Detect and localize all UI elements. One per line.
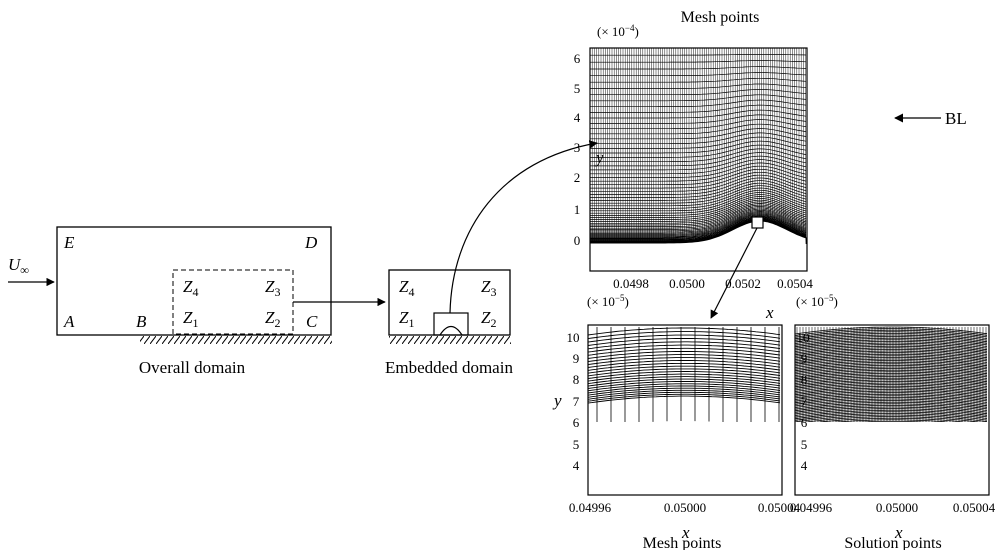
top-y-tick-4: 4 [574,110,581,125]
embedded-zone-label-z3: Z3 [481,277,496,299]
br-y-tick-8: 8 [801,372,808,387]
bl-y-tick-7: 7 [573,394,580,409]
top-x-tick-0.0500: 0.0500 [669,276,705,291]
point-label-b: B [136,312,147,331]
top-y-tick-6: 6 [574,51,581,66]
zone-label-z2: Z2 [265,308,280,330]
br-y-tick-7: 7 [801,394,808,409]
top-x-tick-0.0498: 0.0498 [613,276,649,291]
br-y-tick-4: 4 [801,458,808,473]
embedded-zone-label-z2: Z2 [481,308,496,330]
zone-label-z1: Z1 [183,308,198,330]
br-y-tick-9: 9 [801,351,808,366]
br-x-axis-label: x [894,523,903,542]
overall-domain-ground-hatch [140,336,332,344]
overall-domain: U∞ E D A B C Z4 Z3 Z1 Z2 Overall domain [8,226,332,377]
embedded-domain: Z4 Z3 Z1 Z2 Embedded domain [385,269,513,377]
top-y-tick-0: 0 [574,233,581,248]
br-y-tick-6: 6 [801,415,808,430]
bl-plot-title: Mesh points [643,535,722,550]
top-y-tick-2: 2 [574,170,581,185]
top-plot-title: Mesh points [681,9,760,26]
corner-label-d: D [304,233,318,252]
br-plot-title: Solution points [844,535,941,550]
bottom-left-mesh-plot: (× 10−5) 10 9 8 7 6 5 4 y 0.04996 0.0500… [552,293,801,550]
zone-label-z3: Z3 [265,277,280,299]
br-x-tick-0.04996: 0.04996 [790,500,833,515]
freestream-label: U∞ [8,255,29,277]
bl-y-tick-5: 5 [573,437,580,452]
bl-y-tick-8: 8 [573,372,580,387]
br-plot-scale: (× 10−5) [796,293,838,309]
bl-x-tick-0.05004: 0.05004 [758,500,801,515]
embedded-to-zoom-arrow [449,140,598,314]
br-plot-frame [794,324,990,496]
embedded-zone-label-z1: Z1 [399,308,414,330]
bl-plot-scale: (× 10−5) [587,293,629,309]
top-y-axis-label: y [594,148,604,167]
corner-label-e: E [63,233,75,252]
br-x-tick-0.05000: 0.05000 [876,500,918,515]
bl-y-axis-label: y [552,391,562,410]
top-mesh-grid [590,48,807,244]
embedded-domain-caption: Embedded domain [385,358,513,377]
top-mesh-plot: Mesh points (× 10−4) 6 5 4 3 2 1 0 y 0.0… [574,9,967,322]
top-plot-zoom-box [751,216,764,229]
top-y-tick-1: 1 [574,202,581,217]
bump-window [433,312,469,336]
zone-label-z4: Z4 [183,277,198,299]
embedded-domain-ground-hatch [389,336,511,344]
bl-y-tick-4: 4 [573,458,580,473]
top-x-axis-label: x [765,303,774,322]
bump-shape [439,325,463,336]
top-plot-frame [589,47,808,272]
bottom-right-solution-grid [795,326,988,422]
br-y-tick-5: 5 [801,437,808,452]
top-y-tick-5: 5 [574,81,581,96]
bottom-right-solution-plot: (× 10−5) 10 9 8 7 6 5 4 0.04996 0.05000 … [790,293,996,550]
bl-y-tick-10: 10 [567,330,580,345]
corner-label-a: A [63,312,75,331]
bl-x-axis-label: x [681,523,690,542]
overall-domain-caption: Overall domain [139,358,246,377]
bl-x-tick-0.05000: 0.05000 [664,500,706,515]
br-y-tick-10: 10 [797,330,810,345]
top-x-tick-0.0502: 0.0502 [725,276,761,291]
bottom-left-mesh-grid [588,327,781,422]
bl-y-tick-9: 9 [573,351,580,366]
top-y-tick-3: 3 [574,140,581,155]
zoom-to-detail-arrow [710,227,758,319]
top-x-tick-0.0504: 0.0504 [777,276,813,291]
bl-y-tick-6: 6 [573,415,580,430]
bl-x-tick-0.04996: 0.04996 [569,500,612,515]
br-x-tick-0.05004: 0.05004 [953,500,996,515]
corner-label-c: C [306,312,318,331]
embedded-zone-label-z4: Z4 [399,277,414,299]
bl-plot-frame [587,324,783,496]
bl-label: BL [945,109,967,128]
overall-domain-box [56,226,332,336]
top-plot-scale: (× 10−4) [597,23,639,39]
